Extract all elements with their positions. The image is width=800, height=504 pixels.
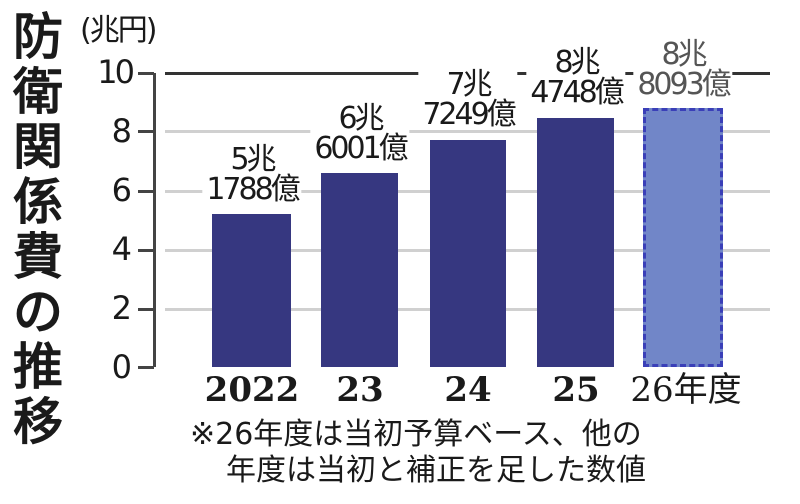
title-char: 移 xyxy=(13,393,63,451)
footnote-line: ※26年度は当初予算ベース、他の xyxy=(190,417,642,452)
footnote-line: 年度は当初と補正を足した数値 xyxy=(226,453,646,488)
x-tick-label: 23 xyxy=(336,370,384,410)
y-tick-mark xyxy=(138,190,154,193)
bar-2026-estimate xyxy=(643,108,723,367)
y-tick-label: 0 xyxy=(111,348,132,386)
footnote: ※26年度は当初予算ベース、他の 年度は当初と補正を足した数値 xyxy=(190,417,646,489)
chart-title: 防 衛 関 係 費 の 推 移 xyxy=(8,10,68,450)
title-char: 係 xyxy=(13,173,63,231)
x-tick-label: 2022 xyxy=(204,370,300,410)
y-tick-label: 8 xyxy=(111,112,132,150)
value-label-estimate: 8兆 8093億 xyxy=(633,40,733,100)
y-tick-mark xyxy=(138,366,154,369)
value-label: 7兆 7249億 xyxy=(418,70,518,130)
bar-2023 xyxy=(321,173,398,367)
y-tick-mark xyxy=(138,249,154,252)
bar-2025 xyxy=(537,118,614,367)
x-tick-label: 24 xyxy=(444,370,492,410)
y-tick-mark xyxy=(138,130,154,133)
x-tick-label: 25 xyxy=(552,370,600,410)
gridline-8 xyxy=(165,130,770,133)
y-tick-mark xyxy=(138,72,154,75)
title-char: 防 xyxy=(13,8,63,66)
y-tick-mark xyxy=(138,308,154,311)
title-char: 衛 xyxy=(13,63,63,121)
title-char: 関 xyxy=(13,118,63,176)
title-char: 推 xyxy=(13,338,63,396)
x-tick-label: 26年度 xyxy=(630,370,742,410)
y-tick-label: 10 xyxy=(97,53,135,91)
y-tick-label: 4 xyxy=(111,230,132,268)
value-label: 6兆 6001億 xyxy=(310,104,410,164)
bar-2024 xyxy=(430,140,506,367)
value-label: 8兆 4748億 xyxy=(526,48,626,108)
value-label: 5兆 1788億 xyxy=(202,145,302,205)
title-char: 費 xyxy=(13,228,63,286)
bar-2022 xyxy=(212,214,291,367)
y-axis-line xyxy=(153,73,156,367)
y-tick-label: 6 xyxy=(111,171,132,209)
y-tick-label: 2 xyxy=(111,289,132,327)
y-axis-unit: (兆円) xyxy=(80,13,157,48)
title-char: の xyxy=(13,283,63,341)
